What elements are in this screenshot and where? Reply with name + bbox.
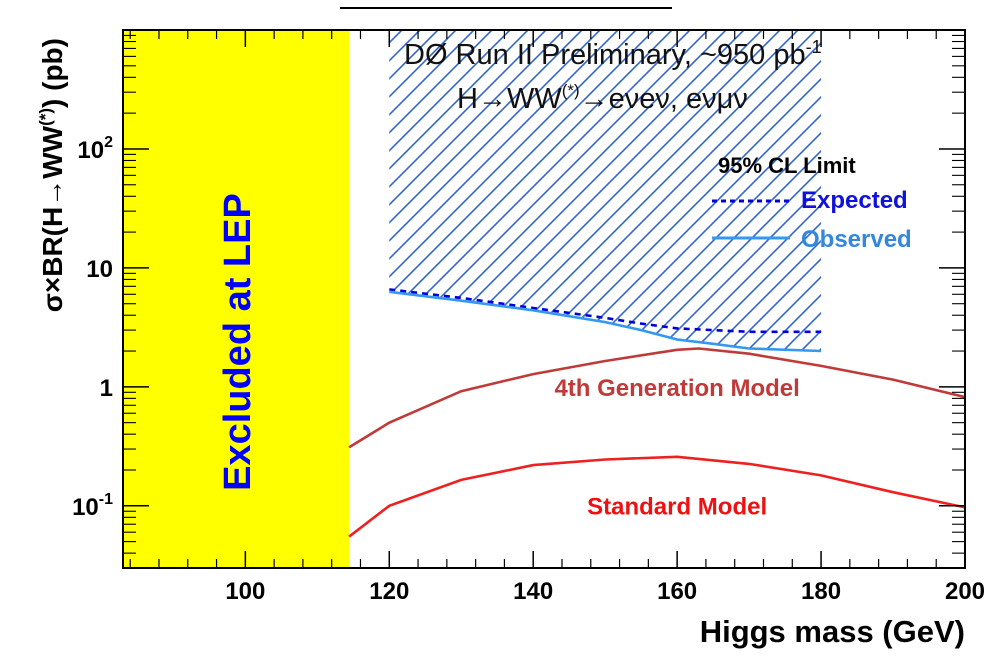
- annotation-standard-model: Standard Model: [587, 493, 767, 520]
- annotation-4th-generation: 4th Generation Model: [554, 375, 799, 402]
- series-line-expected: [389, 288, 822, 334]
- x-tick-label: 180: [801, 578, 841, 605]
- series-layer: [348, 288, 965, 538]
- legend: 95% CL Limit Expected Observed: [712, 153, 912, 253]
- x-tick-label: 100: [225, 578, 265, 605]
- series-line-observed: [389, 290, 822, 353]
- y-tick-label: 102: [77, 134, 113, 164]
- x-tick-label: 140: [513, 578, 553, 605]
- y-tick-label: 10: [86, 256, 113, 283]
- y-tick-label: 10-1: [72, 491, 113, 521]
- x-tick-label: 200: [945, 578, 985, 605]
- legend-label-observed: Observed: [801, 226, 912, 253]
- x-tick-label: 160: [657, 578, 697, 605]
- chart-subtitle: H→WW(*)→eνeν, eνμν: [457, 81, 748, 115]
- y-tick-label: 1: [100, 375, 113, 402]
- legend-title: 95% CL Limit: [718, 153, 856, 178]
- lep-excluded-label: Excluded at LEP: [217, 193, 259, 491]
- series-line-standard-model: [348, 455, 965, 538]
- chart-title: DØ Run II Preliminary, ~950 pb-1: [404, 37, 822, 71]
- x-tick-label: 120: [369, 578, 409, 605]
- tick-layer: 100 120 140 160 180 200 10-1 1 10 102: [72, 30, 985, 605]
- excluded-by-limit-hatch: [389, 30, 822, 352]
- series-line-4th-generation-model: [348, 347, 965, 449]
- y-axis-label: σ×BR(H→WW(*)) (pb): [36, 38, 68, 312]
- legend-label-expected: Expected: [801, 187, 908, 214]
- x-axis-label: Higgs mass (GeV): [700, 614, 965, 649]
- lep-excluded-region: [123, 30, 349, 568]
- plot-frame: [122, 29, 966, 569]
